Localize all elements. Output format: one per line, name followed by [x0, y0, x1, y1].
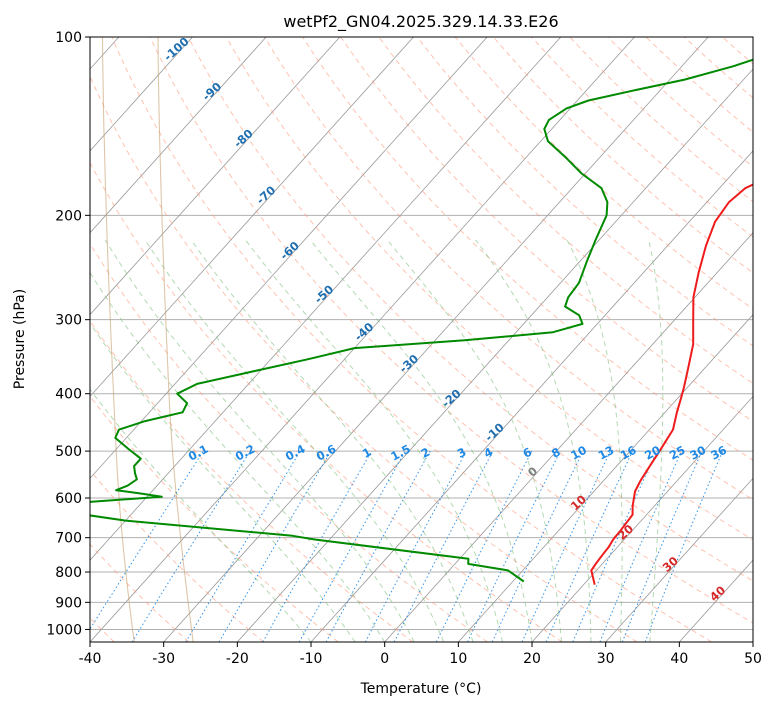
mixing-ratio-line	[545, 450, 633, 642]
y-tick-label: 900	[55, 595, 82, 611]
dry-adiabat	[90, 75, 638, 642]
moist-adiabat	[144, 239, 445, 642]
mixing-ratio-line	[218, 450, 332, 642]
isotherm-line	[163, 37, 709, 642]
mixing-ratio-line	[131, 450, 251, 642]
dry-adiabat	[302, 37, 753, 461]
saturation-curve	[157, 37, 194, 642]
dry-adiabat	[187, 37, 753, 582]
dry-adiabat	[149, 37, 753, 624]
y-tick-label: 200	[55, 208, 82, 224]
dry-adiabat	[111, 37, 712, 642]
mixing-ratio-line	[185, 450, 301, 642]
moist-adiabat	[475, 239, 592, 642]
x-tick-label: 50	[744, 651, 762, 667]
temperature-profile-line	[590, 183, 753, 585]
moist-adiabat	[190, 239, 474, 642]
isotherm-line	[90, 37, 414, 398]
isotherm-line	[90, 37, 193, 152]
moist-adiabats	[90, 239, 664, 642]
dry-adiabat	[90, 242, 488, 642]
y-tick-label: 600	[55, 491, 82, 507]
x-tick-label: -40	[79, 651, 102, 667]
mixing-ratio-line	[599, 450, 682, 642]
sounding-series	[90, 58, 753, 585]
dry-adiabat	[264, 37, 753, 501]
isotherm-line	[384, 232, 753, 642]
plot-area: 0.1 0.2 0.4 0.6 1 1.5 2 3 4 6 8 10 13 16 20 25 30 36-100-…	[90, 37, 753, 642]
x-tick-label: 30	[597, 651, 615, 667]
x-tick-label: 10	[449, 651, 467, 667]
mixing-ratio-lines	[90, 450, 724, 642]
y-tick-label: 800	[55, 565, 82, 581]
mixing-ratio-label: 13	[596, 443, 617, 463]
saturation-curve	[101, 37, 135, 642]
mixing-ratio-line	[521, 450, 611, 642]
dry-adiabat	[90, 320, 414, 642]
mixing-ratio-label: 36	[708, 443, 729, 463]
y-axis-ticks: 100 200 300 400 500 600 700 800 900 1000	[46, 30, 90, 638]
y-tick-label: 500	[55, 444, 82, 460]
mixing-ratio-label: 16	[618, 443, 639, 463]
x-tick-label: -20	[226, 651, 249, 667]
isotherm-line	[90, 37, 341, 316]
x-tick-label: 40	[670, 651, 688, 667]
mixing-ratio-label: 20	[642, 443, 663, 463]
x-tick-label: -30	[152, 651, 175, 667]
mixing-ratio-line	[298, 450, 406, 642]
isotherm-line	[90, 37, 488, 479]
dry-adiabat	[416, 37, 753, 347]
dry-adiabat	[90, 469, 264, 642]
x-axis-ticks: -40 -30 -20 -10 0 10 20 30 40 50	[79, 642, 762, 667]
pressure-gridlines	[90, 37, 753, 630]
moist-adiabat	[309, 239, 533, 642]
x-axis-label: Temperature (°C)	[360, 681, 482, 697]
dewpoint-profile-line	[90, 58, 753, 583]
mixing-ratio-line	[491, 450, 584, 642]
mixing-ratio-label: 10	[568, 443, 589, 463]
chart-title: wetPf2_GN04.2025.329.14.33.E26	[283, 12, 558, 32]
dry-adiabat	[493, 37, 753, 274]
y-axis-label: Pressure (hPa)	[12, 289, 28, 389]
dry-adiabat	[378, 37, 753, 385]
moist-adiabat	[386, 239, 562, 642]
x-tick-label: 20	[523, 651, 541, 667]
mixing-ratio-line	[621, 450, 703, 642]
y-tick-label: 700	[55, 531, 82, 547]
mixing-ratio-label: 25	[667, 443, 688, 463]
dry-adiabat	[90, 161, 563, 642]
y-tick-label: 300	[55, 313, 82, 329]
mixing-ratio-label: 30	[687, 443, 708, 463]
x-tick-label: -10	[300, 651, 323, 667]
mixing-ratio-line	[90, 450, 204, 630]
isotherm-line	[458, 313, 753, 642]
moist-adiabat	[90, 271, 386, 642]
dry-adiabat	[569, 37, 753, 203]
y-tick-label: 100	[55, 30, 82, 46]
moist-adiabat	[90, 388, 312, 642]
isotherm-line	[90, 37, 562, 561]
mixing-ratio-line	[262, 450, 373, 642]
moist-adiabat	[90, 322, 356, 642]
dry-adiabat	[340, 37, 753, 423]
y-tick-label: 1000	[46, 622, 82, 638]
saturation-curves	[101, 37, 194, 642]
moist-adiabat	[566, 239, 623, 642]
isotherm-line	[605, 477, 753, 642]
y-tick-label: 400	[55, 387, 82, 403]
mixing-ratio-line	[467, 450, 561, 642]
plot-frame	[89, 36, 754, 643]
moist-adiabat	[245, 239, 503, 642]
moist-adiabat	[104, 239, 415, 642]
isotherm-line	[531, 395, 753, 642]
x-tick-label: 0	[380, 651, 389, 667]
moist-adiabat	[648, 239, 664, 642]
isotherm-line	[90, 37, 267, 234]
dry-adiabat	[531, 37, 753, 238]
